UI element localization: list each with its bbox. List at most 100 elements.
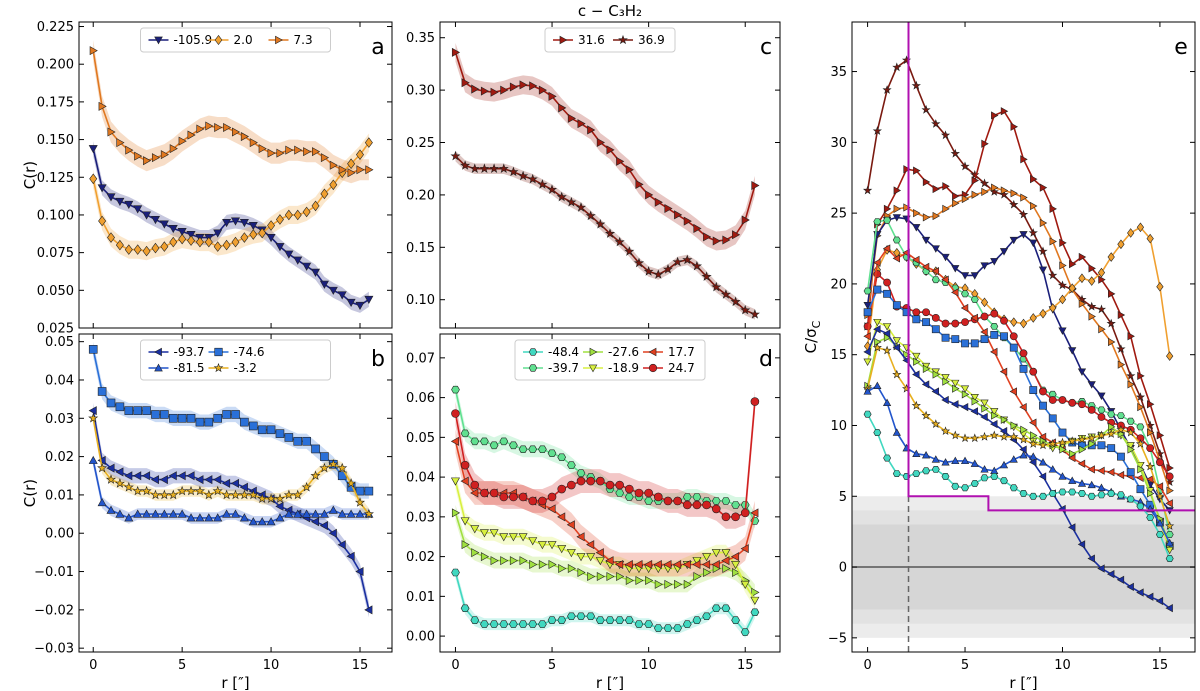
data-point [1097, 267, 1106, 278]
data-point [1009, 484, 1018, 492]
data-point [672, 256, 683, 267]
data-point [576, 476, 586, 486]
data-point [115, 402, 125, 412]
data-point [1009, 343, 1018, 352]
data-point [981, 139, 989, 148]
data-point [566, 549, 576, 558]
data-point [1166, 486, 1174, 495]
data-point [538, 496, 547, 506]
data-point [751, 587, 760, 597]
legend-entry: 17.7 [668, 345, 695, 359]
data-point [1000, 186, 1009, 195]
data-point [97, 387, 107, 396]
legend-entry: 2.0 [234, 33, 253, 47]
data-point [586, 476, 595, 486]
x-axis-label: r [″] [1009, 674, 1037, 691]
y-tick-label: −0.01 [34, 565, 74, 580]
data-point [1145, 592, 1154, 601]
data-point [557, 616, 567, 625]
legend-entry: -27.6 [608, 345, 639, 359]
data-point [1136, 423, 1145, 431]
data-point [1135, 438, 1146, 448]
data-point [480, 437, 489, 446]
data-point [931, 245, 940, 253]
data-point [931, 419, 941, 429]
data-point [213, 241, 222, 252]
legend-entry: -81.5 [174, 361, 205, 375]
data-point [1048, 438, 1058, 448]
data-point [1019, 450, 1028, 459]
data-point [951, 265, 960, 273]
data-point [346, 551, 355, 561]
data-point [633, 257, 645, 268]
data-point [1048, 489, 1057, 497]
data-point [873, 381, 882, 390]
data-point [558, 564, 567, 574]
data-point [142, 509, 152, 518]
x-tick-label: 10 [640, 658, 657, 673]
x-tick-label: 15 [1152, 658, 1169, 673]
data-point [863, 410, 872, 418]
data-point [355, 486, 365, 496]
data-point [1010, 189, 1018, 198]
data-point [576, 532, 585, 542]
data-point [195, 417, 205, 427]
series--74.6 [88, 345, 374, 496]
legend-entry: -74.6 [234, 345, 265, 359]
data-point [1029, 458, 1037, 467]
legend-marker [528, 364, 538, 372]
data-point [1068, 476, 1077, 484]
data-point [940, 426, 951, 435]
data-point [89, 173, 98, 185]
data-point [931, 119, 941, 128]
data-point [1000, 477, 1008, 485]
data-point [931, 387, 939, 396]
data-point [931, 267, 939, 276]
legend: -48.4 -39.7 -27.6 -18.9 17.7 24.7 [514, 339, 706, 381]
data-point [159, 220, 169, 229]
data-point [1087, 492, 1096, 500]
data-point [1009, 199, 1019, 209]
y-tick-label: 0.050 [37, 284, 74, 299]
y-axis-label-main: C/σ [802, 328, 820, 354]
data-point [903, 203, 911, 212]
error-band--48.4 [455, 566, 755, 639]
data-point [240, 417, 249, 427]
data-point [1107, 489, 1116, 497]
data-point [740, 508, 750, 518]
data-point [1049, 204, 1057, 213]
data-point [293, 436, 303, 446]
data-point [1039, 401, 1047, 410]
data-point [337, 462, 348, 473]
data-point [1029, 313, 1037, 323]
data-point [586, 540, 595, 550]
data-point [662, 263, 673, 274]
data-point [912, 224, 921, 232]
data-point [971, 397, 979, 406]
data-point [168, 471, 177, 481]
data-point [498, 163, 509, 174]
data-point [673, 496, 682, 506]
data-point [132, 485, 143, 496]
data-point [294, 145, 303, 155]
data-point [882, 329, 891, 338]
data-point [451, 409, 460, 418]
data-point [1155, 596, 1164, 606]
data-point [266, 493, 277, 504]
data-point [971, 176, 979, 185]
data-point [664, 204, 673, 214]
data-point [107, 127, 116, 137]
data-point [230, 489, 241, 500]
data-point [222, 239, 231, 251]
data-point [625, 165, 634, 175]
series-line-17.7 [866, 247, 1171, 504]
data-point [1077, 479, 1087, 487]
data-point [115, 239, 124, 251]
data-point [518, 445, 528, 454]
data-point [177, 228, 187, 237]
legend-entry: -93.7 [174, 345, 205, 359]
data-point [970, 393, 979, 402]
data-point [204, 475, 213, 485]
data-point [883, 278, 891, 287]
